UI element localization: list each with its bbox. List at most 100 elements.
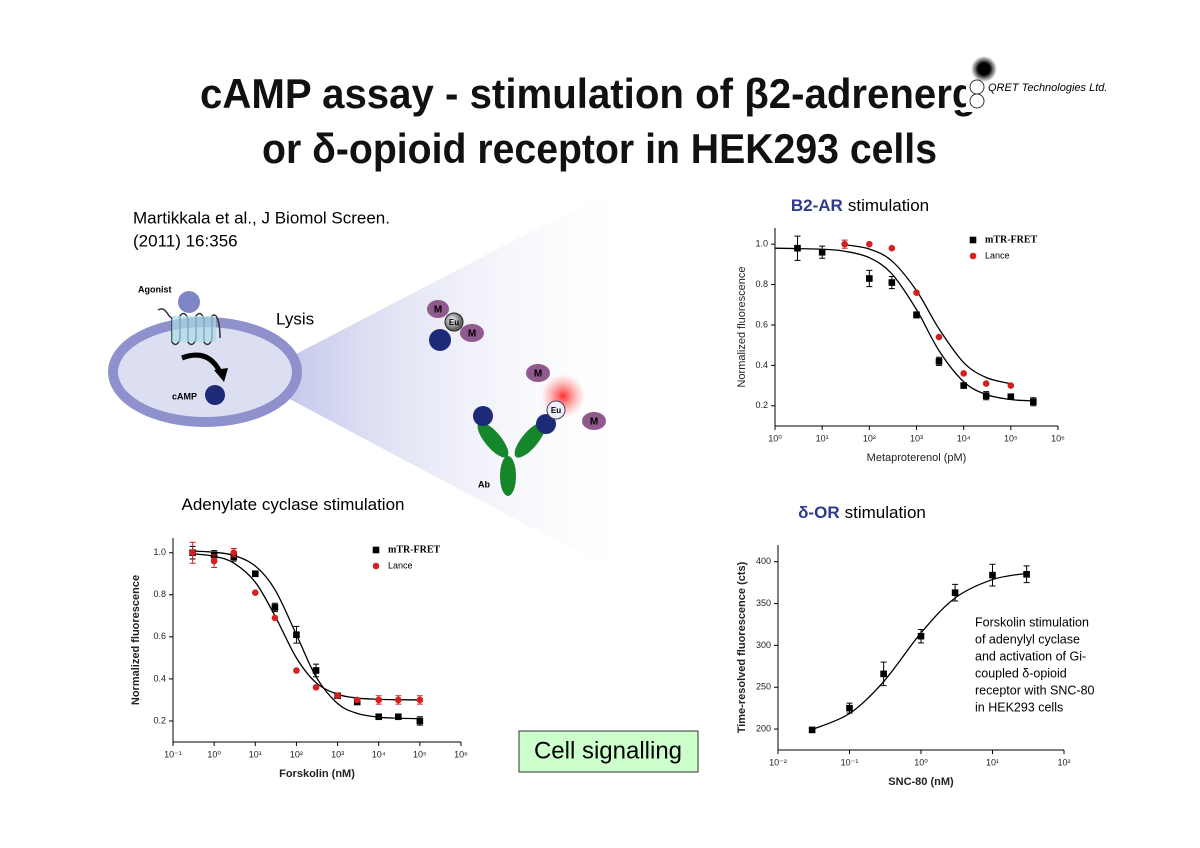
legend-marker (969, 252, 977, 260)
fit-curve (192, 550, 420, 720)
y-tick-label: 0.2 (755, 400, 768, 410)
point (416, 696, 424, 704)
point (334, 692, 341, 700)
x-tick-label: 10⁰ (914, 757, 928, 767)
point (846, 704, 853, 712)
x-tick-label: 10¹ (986, 757, 999, 767)
y-tick-label: 1.0 (153, 547, 166, 557)
y-tick-label: 0.6 (153, 631, 166, 641)
point (982, 380, 990, 387)
fit-curve (774, 247, 1034, 402)
note-line: receptor with SNC-80 (975, 683, 1095, 697)
x-tick-label: 10⁻² (769, 757, 787, 767)
chart: 0.2 0.4 0.6 0.8 1.0 10⁰ 10¹ 10² 10³ 10⁴ 10⁵ 10⁶ Meta… (736, 196, 1065, 463)
logo: QRET Technologies Ltd. (966, 50, 1107, 112)
point (395, 713, 402, 721)
diagram-label: M (468, 329, 476, 340)
legend-marker (372, 562, 380, 570)
point (293, 631, 300, 639)
note-line: Forskolin stimulation (975, 615, 1089, 629)
point (808, 726, 816, 734)
x-tick-label: 10⁶ (454, 749, 468, 759)
point (375, 713, 383, 721)
point (880, 670, 887, 678)
fit-curve (192, 553, 420, 701)
x-axis-label: SNC-80 (nM) (888, 776, 954, 788)
y-tick-label: 0.8 (755, 279, 768, 289)
point (251, 589, 259, 596)
x-tick-label: 10⁶ (1051, 433, 1065, 443)
diagram-label: M (434, 305, 442, 316)
x-axis-label: Metaproterenol (pM) (867, 452, 967, 464)
y-tick-label: 250 (756, 682, 771, 692)
y-tick-label: 200 (756, 723, 771, 733)
title-line: cAMP assay - stimulation of β2-adrenergi… (200, 70, 1010, 117)
point (841, 240, 848, 248)
point (293, 667, 300, 674)
note-line: of adenylyl cyclase (975, 632, 1080, 646)
diagram-label: cAMP (172, 391, 197, 401)
chart-title-text: stimulation (845, 503, 926, 522)
point (375, 696, 383, 704)
chart: 200 250 300 350 400 10⁻² 10⁻¹ 10⁰ 10¹ 10² SNC-80 (… (736, 503, 1071, 787)
x-tick-label: 10⁴ (957, 433, 971, 443)
point (888, 279, 896, 286)
point (1007, 382, 1015, 389)
citation: (2011) 16:356 (133, 231, 238, 250)
logo-text: QRET Technologies Ltd. (988, 82, 1107, 94)
y-axis-label: Normalized fluorescence (736, 266, 748, 387)
diagram-label: M (534, 369, 542, 380)
diagram-label: Ab (478, 479, 490, 489)
point (888, 244, 896, 252)
fit-curve (844, 244, 1011, 385)
point (1007, 393, 1015, 401)
chart-title-highlight: δ-OR (798, 503, 839, 522)
y-tick-label: 0.6 (755, 319, 768, 329)
point (416, 717, 424, 725)
x-tick-label: 10² (1057, 757, 1070, 767)
legend-label: mTR-FRET (985, 234, 1038, 245)
legend-label: mTR-FRET (388, 544, 441, 555)
x-tick-label: 10¹ (249, 749, 262, 759)
label-box: Cell signalling (518, 730, 699, 773)
diagram-label: Eu (449, 318, 459, 327)
point (818, 248, 826, 256)
chart-title-text: stimulation (848, 196, 929, 215)
y-tick-label: 1.0 (755, 239, 768, 249)
y-tick-label: 400 (756, 556, 771, 566)
point (353, 696, 361, 704)
point (794, 244, 801, 252)
point (1030, 398, 1037, 406)
point (251, 570, 259, 578)
x-tick-label: 10⁵ (413, 749, 427, 759)
diagram-label: M (590, 417, 598, 428)
x-tick-label: 10³ (331, 749, 344, 759)
chart-title-text: Adenylate cyclase stimulation (181, 495, 404, 514)
diagram-label: Agonist (138, 284, 172, 294)
y-tick-label: 300 (756, 640, 771, 650)
point (271, 614, 279, 622)
point (982, 392, 990, 399)
title-line: or δ-opioid receptor in HEK293 cells (262, 125, 937, 172)
y-axis-label: Time-resolved fluorescence (cts) (736, 561, 748, 733)
label-box-text: Cell signalling (534, 737, 682, 764)
legend-label: Lance (388, 560, 413, 570)
x-tick-label: 10⁵ (1004, 433, 1018, 443)
x-tick-label: 10⁰ (207, 749, 221, 759)
point (230, 549, 238, 557)
point (989, 571, 996, 579)
x-tick-label: 10⁰ (768, 433, 782, 443)
point (189, 549, 196, 557)
point (866, 275, 873, 282)
x-tick-label: 10⁻¹ (164, 749, 182, 759)
x-axis-label: Forskolin (nM) (279, 768, 355, 780)
x-tick-label: 10² (863, 433, 876, 443)
point (312, 684, 320, 691)
point (312, 667, 320, 674)
x-tick-label: 10¹ (816, 433, 829, 443)
point (960, 382, 967, 389)
y-tick-label: 0.4 (755, 360, 768, 370)
point (960, 370, 967, 377)
note-line: and activation of Gi- (975, 649, 1086, 663)
